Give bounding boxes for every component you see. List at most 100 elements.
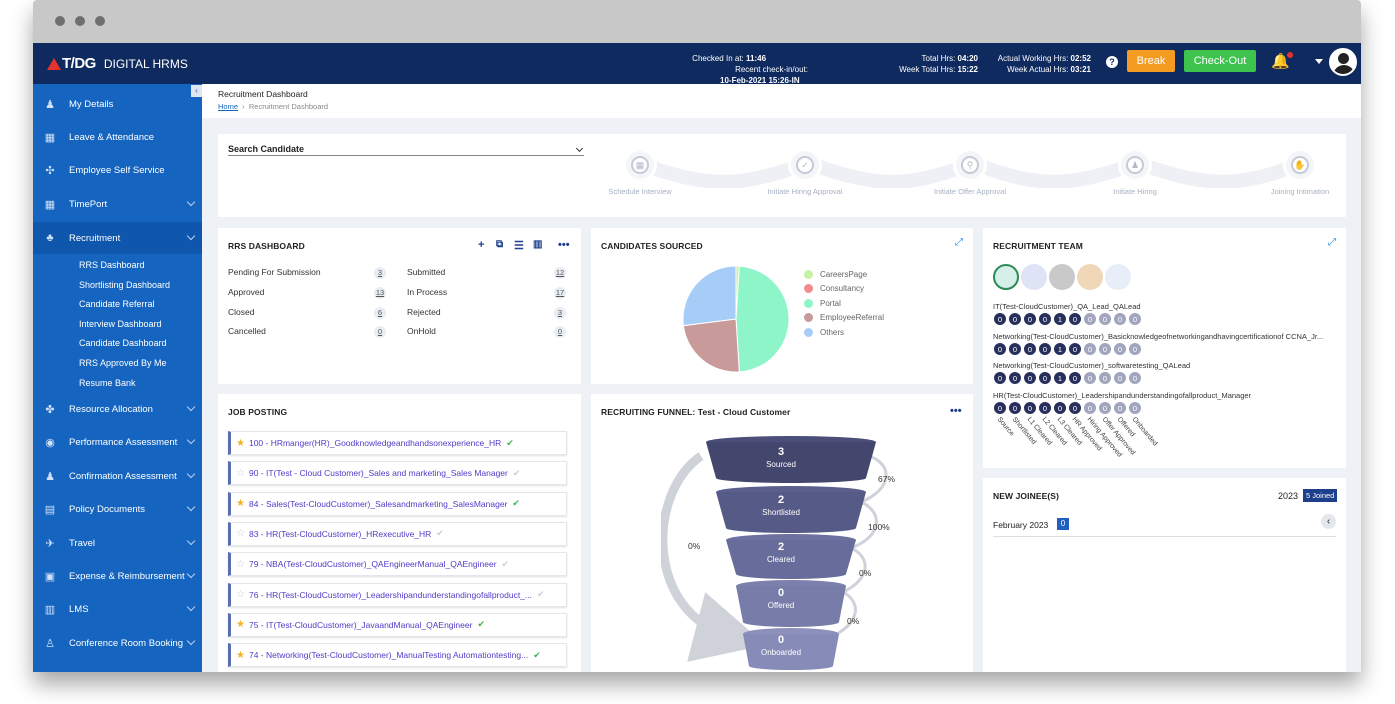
stage-count[interactable]: 1 (1053, 371, 1067, 385)
breadcrumb-home-link[interactable]: Home (218, 102, 239, 111)
stage-count[interactable]: 0 (1098, 371, 1112, 385)
step-schedule-interview[interactable]: ▦ Schedule Interview (585, 148, 695, 197)
job-item[interactable]: ★ 75 - IT(Test-CloudCustomer)_JavaandManu… (228, 612, 567, 637)
stage-count[interactable]: 0 (1113, 371, 1127, 385)
stage-count[interactable]: 0 (1083, 371, 1097, 385)
rrs-approved-count[interactable]: 13 (374, 287, 386, 299)
job-item[interactable]: ★ 74 - Networking(Test-CloudCustomer)_Man… (228, 643, 567, 668)
add-icon[interactable]: + (478, 239, 485, 251)
break-button[interactable]: Break (1127, 50, 1175, 72)
avatar[interactable] (1077, 264, 1103, 290)
job-item[interactable]: ☆ 90 - IT(Test - Cloud Customer)_Sales an… (228, 461, 567, 486)
sidebar-item-confirmation[interactable]: ♟ Confirmation Assessment (33, 460, 202, 492)
submenu-candidate-dashboard[interactable]: Candidate Dashboard (79, 338, 167, 348)
sidebar-item-conference[interactable]: ♙ Conference Room Booking (33, 627, 202, 659)
more-icon[interactable]: ••• (558, 239, 570, 251)
rrs-pending-count[interactable]: 3 (374, 267, 386, 279)
submenu-interview[interactable]: Interview Dashboard (79, 319, 162, 329)
sidebar-item-timeport[interactable]: ▦ TimePort (33, 188, 202, 220)
stage-count[interactable]: 0 (1083, 312, 1097, 326)
stage-count[interactable]: 0 (993, 312, 1007, 326)
stage-count[interactable]: 0 (1038, 401, 1052, 415)
stage-count[interactable]: 0 (1008, 342, 1022, 356)
stage-count[interactable]: 0 (1038, 371, 1052, 385)
legend-item[interactable]: Consultancy (804, 282, 884, 297)
rrs-cancelled-count[interactable]: 0 (374, 326, 386, 338)
stage-count[interactable]: 0 (1083, 342, 1097, 356)
star-icon[interactable]: ☆ (236, 467, 245, 479)
stage-count[interactable]: 0 (1023, 401, 1037, 415)
avatar[interactable] (1021, 264, 1047, 290)
rrs-rejected-count[interactable]: 3 (554, 307, 566, 319)
stage-count[interactable]: 0 (1128, 312, 1142, 326)
rrs-submitted-count[interactable]: 12 (554, 267, 566, 279)
stage-count[interactable]: 0 (993, 371, 1007, 385)
stage-count[interactable]: 0 (1038, 312, 1052, 326)
sidebar-item-resource[interactable]: ✤ Resource Allocation (33, 393, 202, 425)
help-icon[interactable]: ? (1106, 56, 1118, 68)
stage-count[interactable]: 0 (1023, 312, 1037, 326)
pie-slice-employeereferral[interactable] (682, 318, 740, 373)
expand-icon[interactable]: ⤢ (955, 237, 963, 248)
list-icon[interactable]: ☰ (514, 240, 524, 252)
legend-item[interactable]: EmployeeReferral (804, 311, 884, 326)
stage-count[interactable]: 0 (1113, 342, 1127, 356)
stage-count[interactable]: 0 (1053, 401, 1067, 415)
stage-count[interactable]: 0 (1068, 371, 1082, 385)
submenu-rrs-approved[interactable]: RRS Approved By Me (79, 358, 167, 368)
job-item[interactable]: ☆ 76 - HR(Test-CloudCustomer)_Leadershipa… (228, 582, 567, 607)
stage-count[interactable]: 0 (1008, 312, 1022, 326)
stage-count[interactable]: 0 (1068, 342, 1082, 356)
external-link-icon[interactable]: ⧉ (496, 239, 504, 250)
sidebar-item-ess[interactable]: ✣ Employee Self Service (33, 154, 202, 186)
stage-count[interactable]: 0 (1008, 371, 1022, 385)
notification-bell-icon[interactable]: 🔔 (1271, 52, 1293, 70)
job-item[interactable]: ☆ 79 - NBA(Test-CloudCustomer)_QAEngineer… (228, 552, 567, 577)
rrs-closed-count[interactable]: 6 (374, 307, 386, 319)
profile-dropdown-icon[interactable] (1315, 59, 1323, 64)
bar-chart-icon[interactable]: ▥ (533, 239, 543, 250)
job-item[interactable]: ★ 84 - Sales(Test-CloudCustomer)_Salesand… (228, 491, 567, 516)
sidebar-item-travel[interactable]: ✈ Travel (33, 527, 202, 559)
star-icon[interactable]: ☆ (236, 589, 245, 600)
stage-count[interactable]: 0 (1098, 312, 1112, 326)
rrs-inprocess-count[interactable]: 17 (554, 287, 566, 299)
star-icon[interactable]: ★ (236, 437, 245, 449)
legend-item[interactable]: Others (804, 325, 884, 340)
checkout-button[interactable]: Check-Out (1184, 50, 1256, 72)
avatar[interactable] (1105, 264, 1131, 290)
stage-count[interactable]: 0 (1023, 371, 1037, 385)
sidebar-item-leave[interactable]: ▦ Leave & Attendance (33, 121, 202, 153)
stage-count[interactable]: 1 (1053, 342, 1067, 356)
star-icon[interactable]: ★ (236, 649, 245, 661)
stage-count[interactable]: 0 (1113, 401, 1127, 415)
step-initiate-hiring[interactable]: ♟ Initiate Hiring (1080, 148, 1190, 197)
pie-slice-portal[interactable] (735, 265, 790, 373)
legend-item[interactable]: CareersPage (804, 267, 884, 282)
stage-count[interactable]: 1 (1053, 312, 1067, 326)
pie-slice-others[interactable] (682, 265, 737, 327)
stage-count[interactable]: 0 (1098, 342, 1112, 356)
rrs-onhold-count[interactable]: 0 (554, 326, 566, 338)
sidebar-collapse-icon[interactable]: ‹ (191, 85, 202, 97)
avatar[interactable] (1049, 264, 1075, 290)
stage-count[interactable]: 0 (1113, 312, 1127, 326)
star-icon[interactable]: ★ (236, 619, 245, 631)
submenu-rrs-dashboard[interactable]: RRS Dashboard (79, 260, 145, 270)
sidebar-item-performance[interactable]: ◉ Performance Assessment (33, 426, 202, 458)
star-icon[interactable]: ★ (236, 498, 245, 510)
stage-count[interactable]: 0 (1038, 342, 1052, 356)
step-hiring-approval[interactable]: ✓ Initiate Hiring Approval (750, 148, 860, 197)
stage-count[interactable]: 0 (1083, 401, 1097, 415)
stage-count[interactable]: 0 (1068, 401, 1082, 415)
stage-count[interactable]: 0 (1128, 342, 1142, 356)
sidebar-item-recruitment[interactable]: ♣ Recruitment (33, 222, 202, 254)
stage-count[interactable]: 0 (1128, 371, 1142, 385)
more-icon[interactable]: ••• (950, 405, 962, 417)
job-item[interactable]: ★ 100 - HRmanger(HR)_Goodknowledgeandhand… (228, 431, 567, 455)
stage-count[interactable]: 0 (1098, 401, 1112, 415)
search-candidate-select[interactable]: Search Candidate (228, 144, 584, 156)
sidebar-item-policy[interactable]: ▤ Policy Documents (33, 493, 202, 525)
stage-count[interactable]: 0 (993, 401, 1007, 415)
sidebar-item-my-details[interactable]: ♟ My Details (33, 88, 202, 120)
